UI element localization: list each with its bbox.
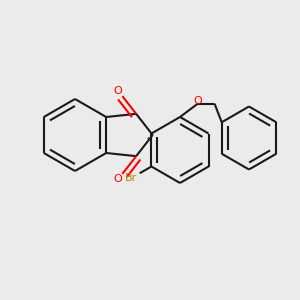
Text: O: O (114, 174, 123, 184)
Text: O: O (114, 86, 123, 96)
Text: Br: Br (124, 173, 137, 184)
Text: O: O (194, 96, 202, 106)
